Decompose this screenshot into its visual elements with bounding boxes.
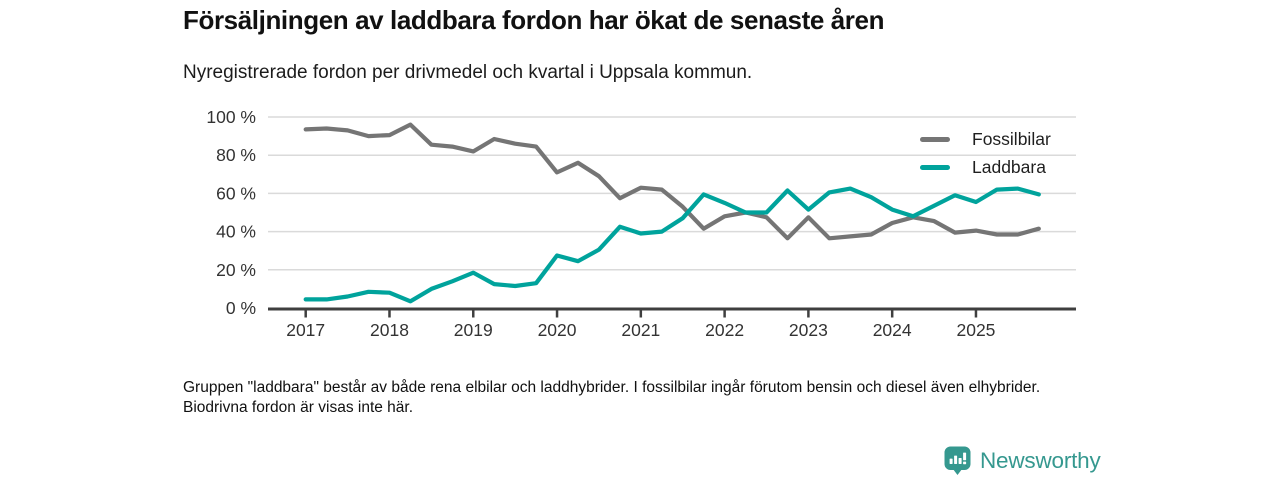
y-axis-tick-label: 40 % — [216, 222, 256, 242]
newsworthy-wordmark: Newsworthy — [980, 448, 1101, 473]
x-axis-tick-label: 2022 — [705, 320, 744, 340]
x-axis-tick-label: 2019 — [454, 320, 493, 340]
legend-item-laddbara: Laddbara — [920, 157, 1051, 178]
legend-swatch — [920, 137, 950, 142]
x-axis-tick-label: 2018 — [370, 320, 409, 340]
chart-footnote: Gruppen "laddbara" består av både rena e… — [183, 379, 1041, 416]
x-axis-tick-label: 2023 — [789, 320, 828, 340]
x-axis-tick-label: 2020 — [538, 320, 577, 340]
y-axis-tick-label: 20 % — [216, 260, 256, 280]
legend-label: Laddbara — [972, 157, 1046, 177]
x-axis-tick-label: 2021 — [621, 320, 660, 340]
chart-subtitle: Nyregistrerade fordon per drivmedel och … — [183, 62, 753, 83]
x-axis-tick-label: 2024 — [873, 320, 912, 340]
newsworthy-logo-icon — [944, 446, 971, 475]
y-axis-tick-label: 100 % — [206, 107, 256, 127]
legend-item-fossilbilar: Fossilbilar — [920, 129, 1051, 150]
legend-swatch — [920, 165, 950, 170]
y-axis-tick-label: 80 % — [216, 145, 256, 165]
chart-title: Försäljningen av laddbara fordon har öka… — [183, 5, 885, 35]
y-axis-tick-label: 0 % — [226, 298, 256, 318]
newsworthy-logo: Newsworthy — [944, 446, 1101, 476]
legend-label: Fossilbilar — [972, 129, 1051, 149]
x-axis-tick-label: 2017 — [286, 320, 325, 340]
series-line-laddbara — [303, 186, 1041, 304]
y-axis-tick-label: 60 % — [216, 183, 256, 203]
series-line-fossilbilar — [303, 122, 1041, 241]
chart-legend: Fossilbilar Laddbara — [920, 129, 1051, 178]
x-axis-tick-label: 2025 — [956, 320, 995, 340]
